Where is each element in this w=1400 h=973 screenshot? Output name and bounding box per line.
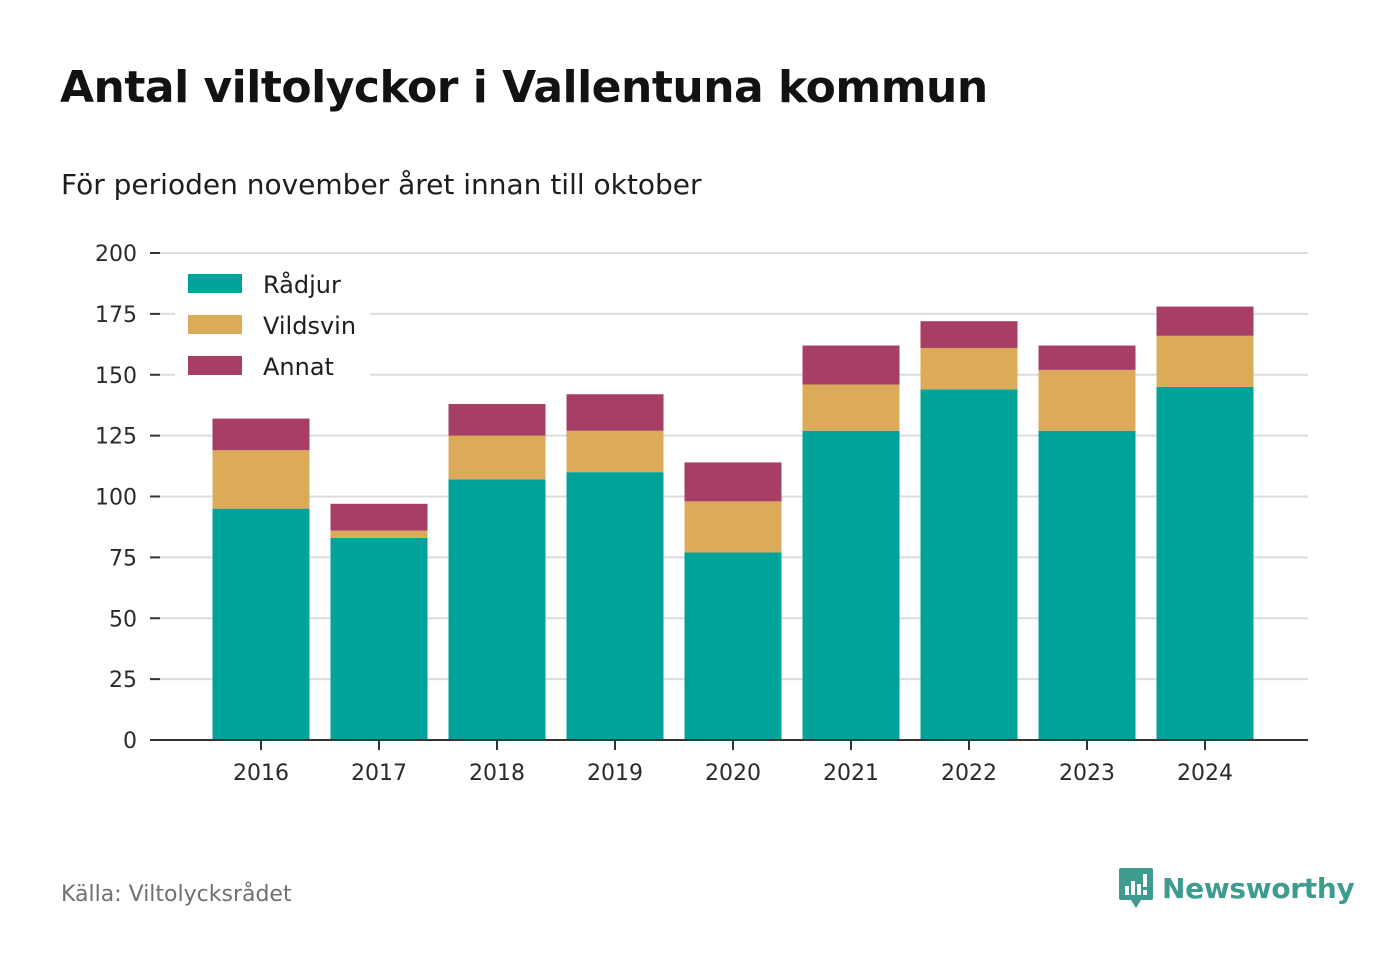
bar-vildsvin-2018 [448, 435, 546, 480]
x-tick-label: 2019 [587, 761, 643, 786]
y-tick-label: 0 [123, 729, 137, 754]
bar-vildsvin-2020 [684, 501, 782, 553]
bar-annat-2016 [212, 418, 310, 451]
chart-subtitle: För perioden november året innan till ok… [61, 168, 702, 201]
y-tick-label: 100 [95, 486, 137, 511]
bar-annat-2024 [1156, 306, 1254, 336]
bar-rådjur-2019 [566, 472, 664, 740]
bar-vildsvin-2016 [212, 450, 310, 509]
bar-vildsvin-2023 [1038, 369, 1136, 431]
bars [212, 306, 1254, 740]
y-tick-label: 125 [95, 425, 137, 450]
bar-annat-2023 [1038, 345, 1136, 370]
bar-annat-2018 [448, 403, 546, 436]
bar-vildsvin-2022 [920, 347, 1018, 390]
legend-swatch-rådjur [188, 274, 242, 293]
bar-rådjur-2016 [212, 508, 310, 740]
source-note: Källa: Viltolycksrådet [61, 882, 292, 907]
bar-rådjur-2024 [1156, 386, 1254, 740]
newsworthy-logo-icon [1119, 868, 1153, 908]
x-tick-label: 2023 [1059, 761, 1115, 786]
legend-swatch-vildsvin [188, 315, 242, 334]
legend: Rådjur Vildsvin Annat [175, 262, 370, 381]
bar-annat-2019 [566, 394, 664, 431]
y-tick-label: 25 [109, 668, 137, 693]
chart-title: Antal viltolyckor i Vallentuna kommun [60, 62, 988, 113]
y-tick-label: 75 [109, 546, 137, 571]
bar-annat-2017 [330, 503, 428, 531]
x-tick-label: 2018 [469, 761, 525, 786]
brand-name: Newsworthy [1162, 871, 1355, 905]
y-tick-label: 50 [109, 607, 137, 632]
bar-annat-2021 [802, 345, 900, 385]
legend-label-annat: Annat [263, 353, 334, 381]
legend-swatch-annat [188, 356, 242, 375]
y-axis: 0 25 50 75 100 125 150 175 200 [95, 242, 160, 754]
legend-label-rådjur: Rådjur [263, 270, 341, 299]
x-tick-label: 2017 [351, 761, 407, 786]
bar-vildsvin-2021 [802, 384, 900, 431]
bar-rådjur-2021 [802, 430, 900, 740]
x-tick-label: 2024 [1177, 761, 1233, 786]
x-tick-label: 2020 [705, 761, 761, 786]
x-tick-label: 2022 [941, 761, 997, 786]
bar-rådjur-2018 [448, 479, 546, 740]
legend-label-vildsvin: Vildsvin [263, 312, 356, 340]
x-tick-label: 2016 [233, 761, 289, 786]
bar-rådjur-2020 [684, 552, 782, 740]
x-tick-label: 2021 [823, 761, 879, 786]
x-axis: 2016 2017 2018 2019 2020 2021 2022 2023 2024 [233, 740, 1233, 786]
bar-vildsvin-2017 [330, 530, 428, 538]
bar-vildsvin-2019 [566, 430, 664, 473]
y-tick-label: 175 [95, 303, 137, 328]
bar-rådjur-2017 [330, 537, 428, 740]
y-tick-label: 150 [95, 364, 137, 389]
bar-rådjur-2022 [920, 389, 1018, 740]
bar-vildsvin-2024 [1156, 335, 1254, 387]
y-tick-label: 200 [95, 242, 137, 267]
bar-annat-2022 [920, 321, 1018, 348]
brand-logo: Newsworthy [1118, 866, 1355, 910]
bar-annat-2020 [684, 462, 782, 502]
bar-rådjur-2023 [1038, 430, 1136, 740]
